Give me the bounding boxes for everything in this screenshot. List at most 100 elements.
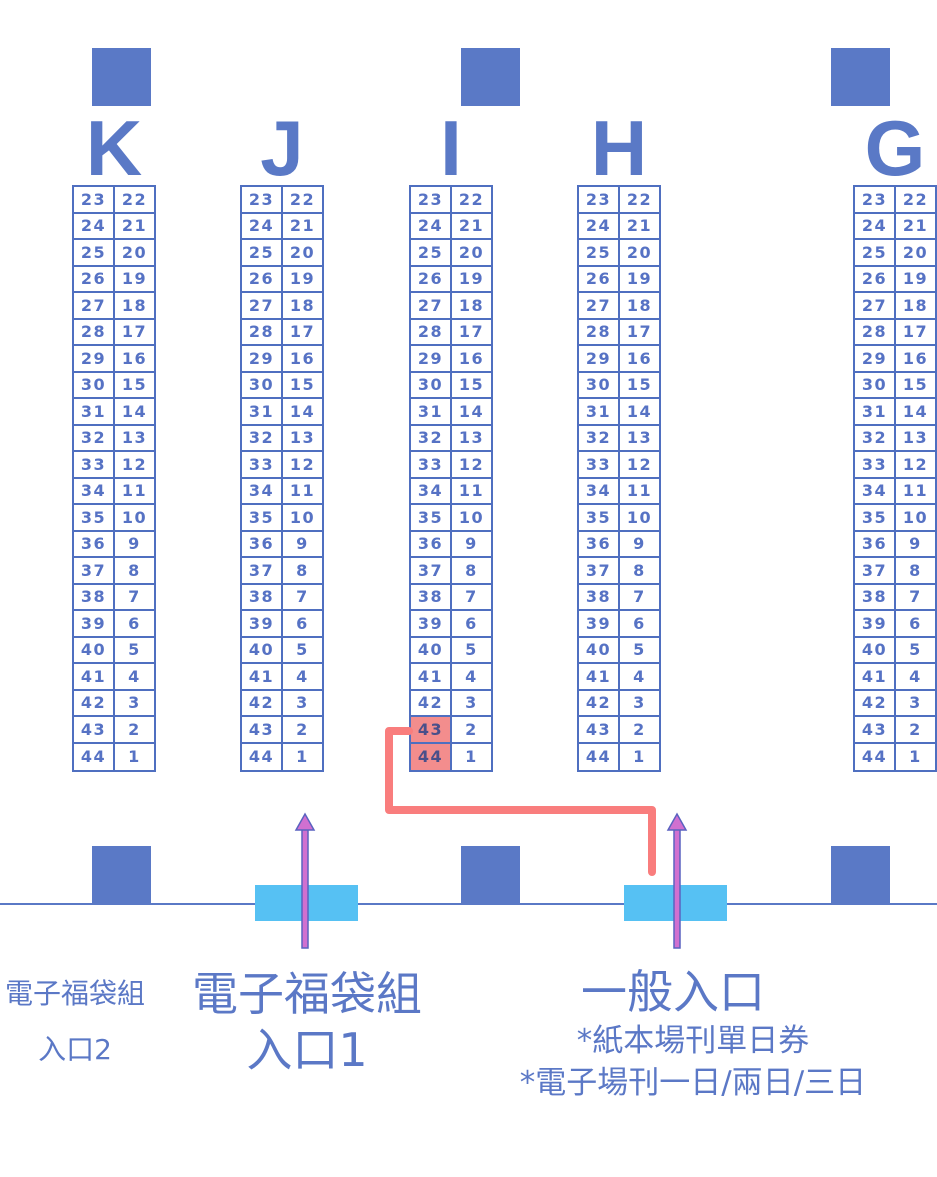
seat[interactable]: 20 — [626, 242, 653, 262]
seat[interactable]: 36 — [411, 531, 452, 556]
seat[interactable]: 40 — [579, 637, 620, 662]
seat[interactable]: 9 — [909, 534, 922, 554]
seat[interactable]: 25 — [411, 240, 452, 265]
seat[interactable]: 1 — [296, 747, 309, 767]
seat[interactable]: 20 — [289, 242, 316, 262]
seat[interactable]: 5 — [465, 640, 478, 660]
seat[interactable]: 10 — [458, 507, 485, 527]
seat[interactable]: 22 — [121, 189, 148, 209]
seat[interactable]: 44 — [74, 743, 115, 770]
seat[interactable]: 9 — [633, 534, 646, 554]
seat[interactable]: 18 — [626, 295, 653, 315]
seat[interactable]: 15 — [626, 375, 653, 395]
seat[interactable]: 1 — [909, 747, 922, 767]
seat[interactable]: 12 — [121, 454, 148, 474]
seat[interactable]: 19 — [458, 269, 485, 289]
seat[interactable]: 33 — [74, 452, 115, 477]
seat[interactable]: 38 — [855, 584, 896, 609]
seat[interactable]: 19 — [626, 269, 653, 289]
seat[interactable]: 27 — [242, 293, 283, 318]
seat[interactable]: 35 — [855, 505, 896, 530]
seat[interactable]: 39 — [579, 611, 620, 636]
seat[interactable]: 26 — [855, 266, 896, 291]
seat[interactable]: 23 — [74, 187, 115, 212]
seat[interactable]: 38 — [74, 584, 115, 609]
seat[interactable]: 2 — [465, 719, 478, 739]
seat[interactable]: 28 — [579, 319, 620, 344]
seat[interactable]: 30 — [579, 372, 620, 397]
seat[interactable]: 2 — [909, 719, 922, 739]
seat[interactable]: 41 — [74, 664, 115, 689]
seat[interactable]: 26 — [579, 266, 620, 291]
seat[interactable]: 5 — [128, 640, 141, 660]
seat[interactable]: 36 — [855, 531, 896, 556]
seat[interactable]: 27 — [579, 293, 620, 318]
seat[interactable]: 8 — [633, 560, 646, 580]
seat[interactable]: 25 — [579, 240, 620, 265]
seat[interactable]: 11 — [458, 481, 485, 501]
seat[interactable]: 42 — [242, 690, 283, 715]
seat[interactable]: 35 — [411, 505, 452, 530]
seat[interactable]: 16 — [626, 348, 653, 368]
seat[interactable]: 29 — [579, 346, 620, 371]
seat[interactable]: 11 — [121, 481, 148, 501]
seat[interactable]: 33 — [411, 452, 452, 477]
seat[interactable]: 34 — [242, 478, 283, 503]
seat[interactable]: 36 — [579, 531, 620, 556]
seat[interactable]: 43 — [74, 717, 115, 742]
seat[interactable]: 43 — [242, 717, 283, 742]
seat[interactable]: 23 — [855, 187, 896, 212]
seat[interactable]: 6 — [465, 613, 478, 633]
seat[interactable]: 12 — [458, 454, 485, 474]
seat[interactable]: 16 — [458, 348, 485, 368]
seat[interactable]: 35 — [242, 505, 283, 530]
seat[interactable]: 8 — [128, 560, 141, 580]
seat[interactable]: 23 — [411, 187, 452, 212]
seat[interactable]: 6 — [909, 613, 922, 633]
seat[interactable]: 41 — [242, 664, 283, 689]
seat[interactable]: 41 — [855, 664, 896, 689]
seat[interactable]: 11 — [626, 481, 653, 501]
seat[interactable]: 42 — [579, 690, 620, 715]
seat[interactable]: 6 — [296, 613, 309, 633]
seat[interactable]: 7 — [465, 587, 478, 607]
seat[interactable]: 39 — [242, 611, 283, 636]
seat[interactable]: 30 — [855, 372, 896, 397]
seat[interactable]: 44 — [579, 743, 620, 770]
seat[interactable]: 33 — [579, 452, 620, 477]
seat[interactable]: 10 — [626, 507, 653, 527]
seat[interactable]: 42 — [855, 690, 896, 715]
seat[interactable]: 37 — [74, 558, 115, 583]
seat[interactable]: 10 — [289, 507, 316, 527]
seat[interactable]: 25 — [855, 240, 896, 265]
seat[interactable]: 28 — [411, 319, 452, 344]
seat[interactable]: 15 — [121, 375, 148, 395]
seat[interactable]: 24 — [74, 213, 115, 238]
seat[interactable]: 43 — [855, 717, 896, 742]
seat[interactable]: 9 — [128, 534, 141, 554]
seat[interactable]: 29 — [242, 346, 283, 371]
seat[interactable]: 31 — [579, 399, 620, 424]
seat[interactable]: 14 — [626, 401, 653, 421]
seat[interactable]: 3 — [909, 693, 922, 713]
seat[interactable]: 25 — [74, 240, 115, 265]
seat[interactable]: 39 — [74, 611, 115, 636]
seat[interactable]: 32 — [242, 425, 283, 450]
seat[interactable]: 14 — [458, 401, 485, 421]
seat[interactable]: 26 — [411, 266, 452, 291]
seat[interactable]: 21 — [289, 216, 316, 236]
seat[interactable]: 30 — [242, 372, 283, 397]
seat[interactable]: 17 — [121, 322, 148, 342]
seat[interactable]: 36 — [242, 531, 283, 556]
seat[interactable]: 26 — [242, 266, 283, 291]
seat[interactable]: 34 — [579, 478, 620, 503]
seat[interactable]: 34 — [411, 478, 452, 503]
seat[interactable]: 27 — [411, 293, 452, 318]
seat-highlighted[interactable]: 43 — [411, 717, 452, 742]
seat[interactable]: 8 — [465, 560, 478, 580]
seat[interactable]: 7 — [296, 587, 309, 607]
seat[interactable]: 10 — [902, 507, 929, 527]
seat[interactable]: 13 — [121, 428, 148, 448]
seat[interactable]: 16 — [289, 348, 316, 368]
seat[interactable]: 8 — [296, 560, 309, 580]
